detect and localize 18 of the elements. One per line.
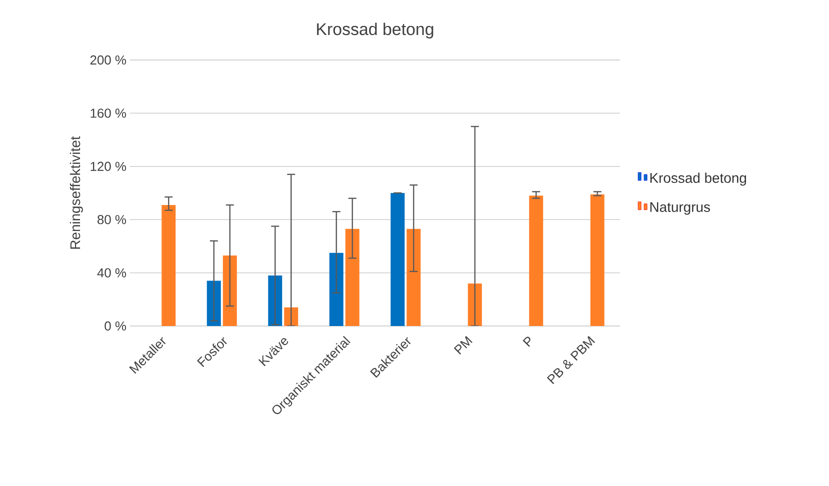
bar [529, 196, 544, 326]
bar [590, 194, 604, 326]
y-tick-label: 40 % [97, 268, 126, 278]
x-tick-label: P [522, 336, 530, 347]
y-tick-label: 120 % [90, 162, 126, 171]
x-tick-label: PM [454, 336, 472, 355]
y-tick-label: 0 % [104, 321, 126, 331]
legend-label: Krossad betong [650, 172, 746, 186]
y-tick-label: 80 % [98, 215, 126, 224]
y-tick-label: 200 % [90, 55, 126, 65]
bar [162, 204, 176, 326]
bar [406, 228, 421, 326]
bar [390, 193, 405, 326]
y-axis-title: Reningseffektivitet [70, 136, 83, 249]
legend-label: Naturgrus [650, 202, 710, 215]
chart-title: Krossad betong [317, 22, 434, 38]
y-tick-label: 160 % [90, 108, 126, 118]
bar [345, 228, 360, 326]
